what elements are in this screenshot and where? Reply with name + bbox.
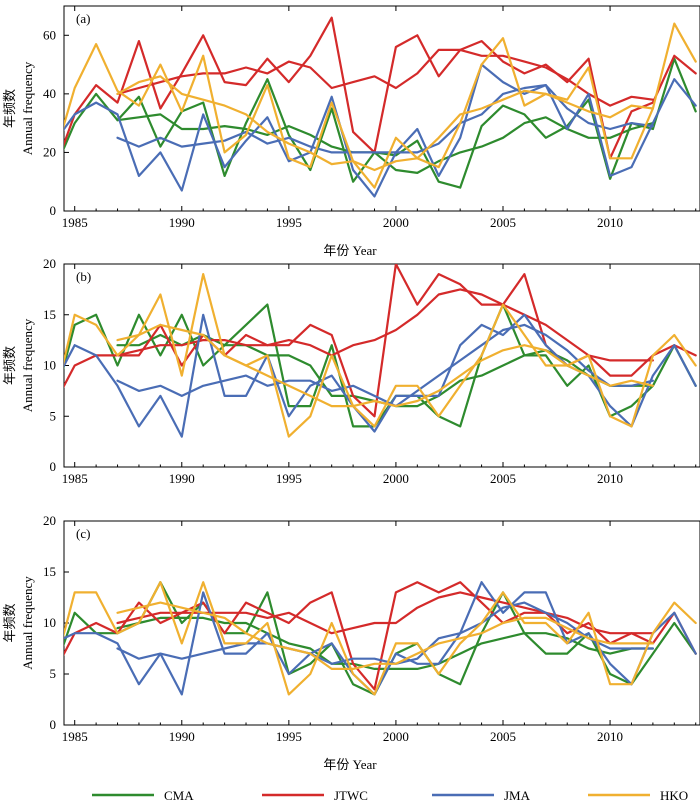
x-tick-label: 1995 <box>276 215 302 230</box>
x-tick-label: 1995 <box>276 729 302 744</box>
x-tick-label: 2010 <box>597 471 623 486</box>
x-tick-label: 1985 <box>62 215 88 230</box>
series-group <box>64 16 697 198</box>
series-line-hko <box>116 601 655 671</box>
y-tick-label: 20 <box>43 513 56 528</box>
panel-label: (c) <box>76 526 90 541</box>
series-line-cma <box>64 581 697 696</box>
series-line-jtwc <box>64 16 697 160</box>
y-tick-label: 20 <box>43 256 56 271</box>
plot-frame <box>63 5 700 212</box>
y-tick-label: 0 <box>50 459 57 474</box>
legend-label-jma: JMA <box>504 788 531 802</box>
y-tick-label: 40 <box>43 86 56 101</box>
panel-1: 1985 1990 1995 2000 2005 2010 0 20 40 60 年频数 Annual… <box>2 5 700 258</box>
series-line-hko <box>116 323 655 408</box>
y-tick-label: 60 <box>43 27 56 42</box>
series-line-hko <box>64 581 697 696</box>
x-tick-label: 2005 <box>490 215 516 230</box>
x-tick-label: 1990 <box>169 729 195 744</box>
legend-label-hko: HKO <box>660 788 688 802</box>
y-tick-label: 5 <box>50 408 57 423</box>
y-tick-label: 15 <box>43 564 56 579</box>
x-tick-label: 1990 <box>169 215 195 230</box>
x-axis-label: 年份 Year <box>323 757 377 772</box>
x-tick-label: 2000 <box>383 215 409 230</box>
series-line-jtwc <box>64 581 697 691</box>
x-tick-label: 1990 <box>169 471 195 486</box>
series-line-jma <box>116 83 655 154</box>
series-line-jma <box>116 601 655 665</box>
x-tick-label: 1985 <box>62 471 88 486</box>
y-tick-label: 10 <box>43 615 56 630</box>
series-group <box>64 581 697 696</box>
x-axis-label: 年份 Year <box>323 243 377 258</box>
series-line-hko <box>116 75 655 172</box>
panel-label: (b) <box>76 269 91 284</box>
legend: CMA JTWC JMA HKO <box>92 788 688 802</box>
series-line-hko <box>64 273 697 438</box>
y-tick-label: 15 <box>43 307 56 322</box>
legend-label-jtwc: JTWC <box>334 788 368 802</box>
x-tick-label: 2010 <box>597 215 623 230</box>
y-axis-label-cn: 年频数 <box>2 603 17 642</box>
x-tick-label: 2005 <box>490 471 516 486</box>
x-tick-label: 2010 <box>597 729 623 744</box>
legend-label-cma: CMA <box>164 788 194 802</box>
series-group <box>64 264 697 438</box>
y-tick-label: 5 <box>50 666 57 681</box>
panel-label: (a) <box>76 11 90 26</box>
series-line-hko <box>64 22 697 189</box>
x-tick-label: 2005 <box>490 729 516 744</box>
series-line-jma <box>64 63 697 198</box>
y-tick-label: 10 <box>43 358 56 373</box>
x-tick-label: 2000 <box>383 729 409 744</box>
y-tick-label: 0 <box>50 717 57 732</box>
panel-3: 1985 1990 1995 2000 2005 2010 0 5 10 15 20 年频数 Annua… <box>2 513 700 772</box>
y-axis-label-cn: 年频数 <box>2 89 17 128</box>
x-tick-label: 1985 <box>62 729 88 744</box>
series-line-jma <box>116 323 655 408</box>
x-tick-label: 1995 <box>276 471 302 486</box>
series-line-jma <box>64 581 697 696</box>
y-axis-label: Annual frequency <box>20 318 35 412</box>
y-tick-label: 0 <box>50 203 57 218</box>
series-line-jtwc <box>116 288 655 362</box>
y-tick-label: 20 <box>43 144 56 159</box>
y-axis-label-cn: 年频数 <box>2 346 17 385</box>
y-axis-label: Annual frequency <box>20 61 35 155</box>
x-tick-label: 2000 <box>383 471 409 486</box>
panel-2: 1985 1990 1995 2000 2005 2010 0 5 10 15 20 年频数 Annua… <box>2 256 700 486</box>
y-axis-label: Annual frequency <box>20 576 35 670</box>
